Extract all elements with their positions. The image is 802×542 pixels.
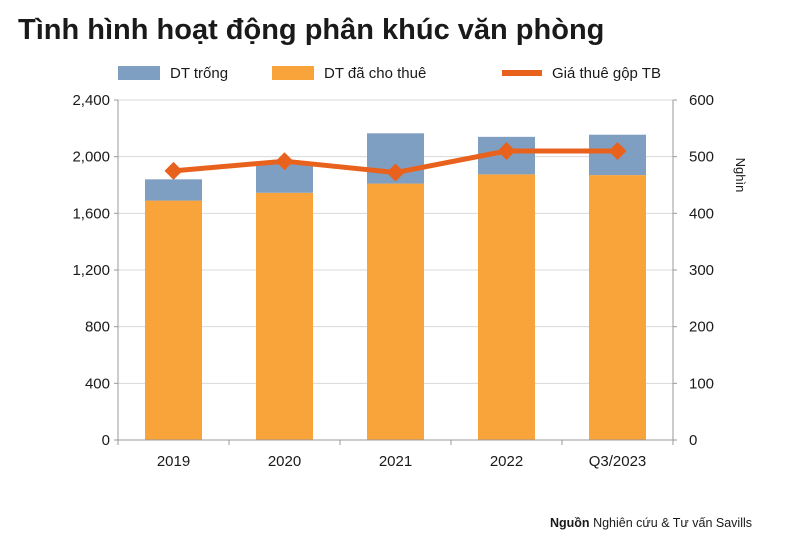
y2-tick-label: 400 <box>689 205 714 222</box>
chart-title: Tình hình hoạt động phân khúc văn phòng <box>18 14 605 46</box>
y-tick-label: 1,600 <box>72 205 110 222</box>
x-tick-label: 2021 <box>379 453 412 470</box>
y-tick-label: 2,000 <box>72 149 110 166</box>
legend-item-vacant: DT trống <box>118 60 228 86</box>
y2-tick-label: 0 <box>689 432 697 449</box>
chart-legend: DT trống DT đã cho thuê Giá thuê gộp TB <box>0 60 802 86</box>
legend-swatch-rent <box>502 70 542 76</box>
y-tick-label: 1,200 <box>72 262 110 279</box>
bar-leased <box>478 174 535 440</box>
x-tick-label: Q3/2023 <box>589 453 647 470</box>
axes <box>114 99 677 445</box>
source-text: Nghiên cứu & Tư vấn Savills <box>593 516 752 530</box>
legend-swatch-leased <box>272 66 314 80</box>
y2-tick-label: 500 <box>689 149 714 166</box>
tick-labels: 0 400 800 1,200 1,600 2,000 2,400 0 100 200 300 400… <box>72 92 714 470</box>
legend-label-rent: Giá thuê gộp TB <box>552 64 661 82</box>
bar-leased <box>589 175 646 441</box>
rent-point <box>386 163 405 182</box>
legend-item-leased: DT đã cho thuê <box>272 60 426 86</box>
legend-label-leased: DT đã cho thuê <box>324 64 427 82</box>
source-note: Nguồn Nghiên cứu & Tư vấn Savills <box>550 516 752 530</box>
rent-point <box>608 142 627 160</box>
bar-leased <box>367 183 424 441</box>
legend-item-rent: Giá thuê gộp TB <box>502 60 661 86</box>
rent-line <box>164 142 627 182</box>
bar-leased <box>145 200 202 440</box>
source-label: Nguồn <box>550 516 590 530</box>
y-tick-label: 400 <box>85 375 110 392</box>
y-tick-label: 800 <box>85 319 110 336</box>
y-tick-label: 0 <box>102 432 110 449</box>
y2-tick-label: 100 <box>689 375 714 392</box>
y2-tick-label: 200 <box>689 319 714 336</box>
rent-point <box>497 142 516 160</box>
rent-point <box>164 161 183 180</box>
y2-tick-label: 600 <box>689 92 714 109</box>
rent-point <box>275 152 294 171</box>
bar-leased <box>256 192 313 440</box>
y-tick-label: 2,400 <box>72 92 110 109</box>
x-tick-label: 2020 <box>268 453 301 470</box>
legend-label-vacant: DT trống <box>170 64 229 82</box>
x-tick-label: 2019 <box>157 453 190 470</box>
legend-swatch-vacant <box>118 66 160 80</box>
y2-axis-label: Nghìn <box>733 158 748 193</box>
y2-tick-label: 300 <box>689 262 714 279</box>
bar-vacant <box>145 179 202 201</box>
x-tick-label: 2022 <box>490 453 523 470</box>
